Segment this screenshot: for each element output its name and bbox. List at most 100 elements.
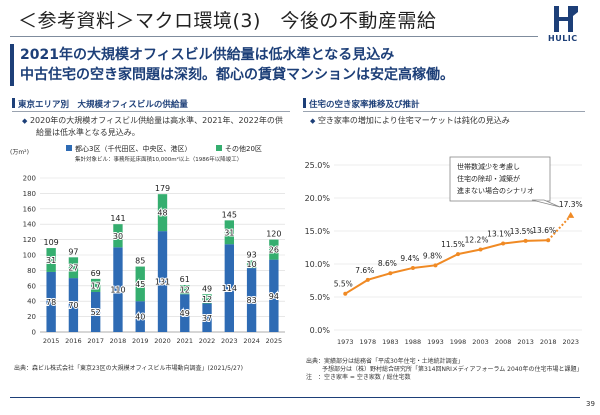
bar-label-other: 31 xyxy=(224,228,234,237)
y-tick-label: 0.0% xyxy=(310,326,331,335)
title-divider xyxy=(10,36,538,37)
left-bullet-line-1: 2020年の大規模オフィスビル供給量は高水準、2021年、2022年の供 xyxy=(29,116,283,125)
x-tick-label: 2018 xyxy=(110,337,127,345)
bar-total-label: 93 xyxy=(246,250,256,259)
bar-other xyxy=(46,248,56,272)
y-tick-label: 0 xyxy=(32,329,36,337)
bar-label-other: 45 xyxy=(135,280,145,289)
x-tick-label: 2025 xyxy=(266,337,283,345)
right-section-divider xyxy=(303,111,585,112)
bar-total-label: 61 xyxy=(180,275,190,284)
bar-central xyxy=(135,301,145,332)
x-tick-label: 1993 xyxy=(427,338,444,346)
bar-central xyxy=(180,294,190,332)
scenario-callout-box xyxy=(449,156,551,202)
bar-label-central: 131 xyxy=(155,278,170,287)
x-tick-label: 2024 xyxy=(243,337,260,345)
data-label: 12.2% xyxy=(465,235,489,244)
bar-total-label: 141 xyxy=(110,214,125,223)
callout-line-2: 住宅の除却・減築が xyxy=(457,174,520,183)
data-point xyxy=(546,238,551,243)
bar-other xyxy=(68,257,79,279)
right-bullet: ◆ 空き家率の増加により住宅マーケットは鈍化の見込み xyxy=(310,115,510,127)
bar-label-other: 12 xyxy=(202,295,212,304)
data-point xyxy=(478,247,483,252)
bar-other xyxy=(157,194,168,232)
y-tick-label: 140 xyxy=(23,221,36,229)
x-tick-label: 2017 xyxy=(87,337,104,345)
bar-label-central: 70 xyxy=(68,301,78,310)
bar-total-label: 120 xyxy=(266,230,281,239)
diamond-bullet-icon: ◆ xyxy=(310,117,316,125)
headline-1: 2021年の大規模オフィスビル供給量は低水準となる見込み xyxy=(20,47,395,63)
vacancy-line-projected xyxy=(547,215,572,241)
legend-note: 集計対象ビル：事務所延床面積10,000m²以上（1986年以降竣工） xyxy=(75,155,242,163)
vacancy-line-actual xyxy=(344,239,549,295)
x-tick-label: 1978 xyxy=(360,338,377,346)
right-source-3: 注 ：空き家率 = 空き家数 / 総住宅数 xyxy=(306,374,411,381)
bar-other xyxy=(91,278,101,292)
page-number: 39 xyxy=(586,400,595,408)
data-point xyxy=(343,291,348,296)
bar-label-central: 37 xyxy=(202,314,212,323)
bar-total-label: 97 xyxy=(68,247,78,256)
bar-total-label: 49 xyxy=(202,284,212,293)
bar-label-other: 26 xyxy=(269,246,279,255)
data-label: 17.3% xyxy=(559,200,583,209)
projected-arrow-marker xyxy=(567,211,575,218)
x-tick-label: 2021 xyxy=(176,337,193,345)
bar-central xyxy=(68,278,79,332)
headline-marker xyxy=(10,44,14,86)
x-tick-label: 2023 xyxy=(562,338,579,346)
data-label: 7.6% xyxy=(355,266,374,275)
y-tick-label: 180 xyxy=(23,190,36,198)
bar-label-other: 48 xyxy=(157,209,167,218)
bar-label-central: 52 xyxy=(91,308,101,317)
y-tick-label: 10.0% xyxy=(305,260,331,269)
bar-total-label: 179 xyxy=(155,184,170,193)
y-tick-label: 80 xyxy=(27,267,36,275)
data-point xyxy=(388,271,393,276)
bar-label-central: 78 xyxy=(46,298,56,307)
legend-label-other: その他20区 xyxy=(225,144,262,153)
data-point xyxy=(410,265,415,270)
x-tick-label: 2019 xyxy=(132,337,149,345)
x-tick-label: 2018 xyxy=(540,338,557,346)
y-tick-label: 160 xyxy=(23,205,36,213)
data-point xyxy=(365,277,370,282)
legend-label-central: 都心3区（千代田区、中央区、港区） xyxy=(75,144,191,153)
x-tick-label: 1988 xyxy=(405,338,422,346)
bar-central xyxy=(202,303,212,332)
right-section-title: 住宅の空き家率推移及び推計 xyxy=(309,100,420,110)
data-label: 13.6% xyxy=(532,226,556,235)
right-bullet-line-1: 空き家率の増加により住宅マーケットは鈍化の見込み xyxy=(317,116,510,125)
x-tick-label: 2016 xyxy=(65,337,82,345)
bar-central xyxy=(224,244,234,332)
data-point xyxy=(523,238,528,243)
headline-2: 中古住宅の空き家問題は深刻。都心の賃貸マンションは安定高稼働。 xyxy=(20,67,454,83)
data-label: 8.6% xyxy=(378,259,397,268)
y-tick-label: 60 xyxy=(27,282,36,290)
y-tick-label: 100 xyxy=(23,252,36,260)
data-point xyxy=(456,252,460,257)
y-tick-label: 25.0% xyxy=(305,161,331,170)
bar-central xyxy=(46,271,56,332)
bar-label-other: 10 xyxy=(246,260,256,269)
y-tick-label: 20.0% xyxy=(305,194,331,203)
bar-other xyxy=(246,260,257,269)
data-label: 5.5% xyxy=(334,280,353,289)
x-tick-label: 2003 xyxy=(472,338,489,346)
y-tick-label: 15.0% xyxy=(305,227,331,236)
data-label: 9.4% xyxy=(400,254,419,263)
page-title: ＜参考資料＞マクロ環境(3) 今後の不動産需給 xyxy=(18,10,437,32)
data-label: 9.8% xyxy=(423,251,442,260)
left-section-divider xyxy=(12,111,290,112)
y-tick-label: 40 xyxy=(27,298,36,306)
bar-other xyxy=(224,220,234,245)
x-tick-label: 2022 xyxy=(199,337,216,345)
legend-swatch-central xyxy=(66,145,72,151)
left-source: 出典：森ビル株式会社「東京23区の大規模オフィスビル市場動向調査」(2021/5… xyxy=(14,365,243,372)
left-section-title: 東京エリア別 大規模オフィスビルの供給量 xyxy=(18,100,188,110)
bar-total-label: 69 xyxy=(91,269,101,278)
x-tick-label: 1973 xyxy=(337,338,354,346)
